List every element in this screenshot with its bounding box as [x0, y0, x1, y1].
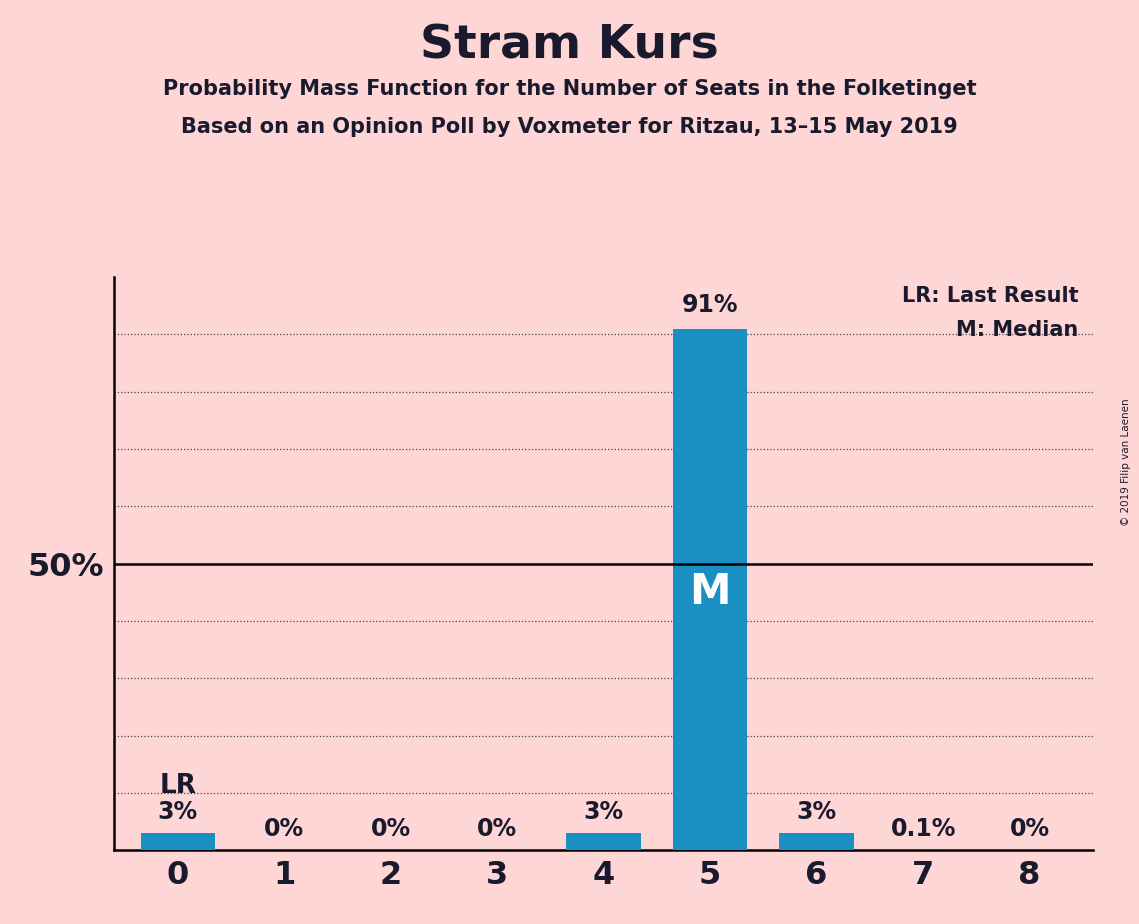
Text: 0%: 0%: [370, 818, 411, 842]
Text: 3%: 3%: [583, 800, 624, 824]
Text: Based on an Opinion Poll by Voxmeter for Ritzau, 13–15 May 2019: Based on an Opinion Poll by Voxmeter for…: [181, 117, 958, 138]
Text: 3%: 3%: [796, 800, 837, 824]
Text: 0.1%: 0.1%: [891, 817, 956, 841]
Text: LR: LR: [159, 772, 196, 798]
Bar: [566, 833, 641, 850]
Text: 0%: 0%: [1009, 818, 1050, 842]
Text: M: M: [689, 571, 731, 614]
Text: 91%: 91%: [682, 293, 738, 317]
Text: © 2019 Filip van Laenen: © 2019 Filip van Laenen: [1121, 398, 1131, 526]
Bar: [140, 833, 215, 850]
Text: 0%: 0%: [264, 818, 304, 842]
Text: Stram Kurs: Stram Kurs: [420, 23, 719, 68]
Text: 0%: 0%: [477, 818, 517, 842]
Bar: [673, 329, 747, 850]
Text: Probability Mass Function for the Number of Seats in the Folketinget: Probability Mass Function for the Number…: [163, 79, 976, 99]
Bar: [779, 833, 854, 850]
Text: 3%: 3%: [157, 800, 198, 824]
Text: M: Median: M: Median: [957, 321, 1079, 340]
Text: LR: Last Result: LR: Last Result: [902, 286, 1079, 306]
